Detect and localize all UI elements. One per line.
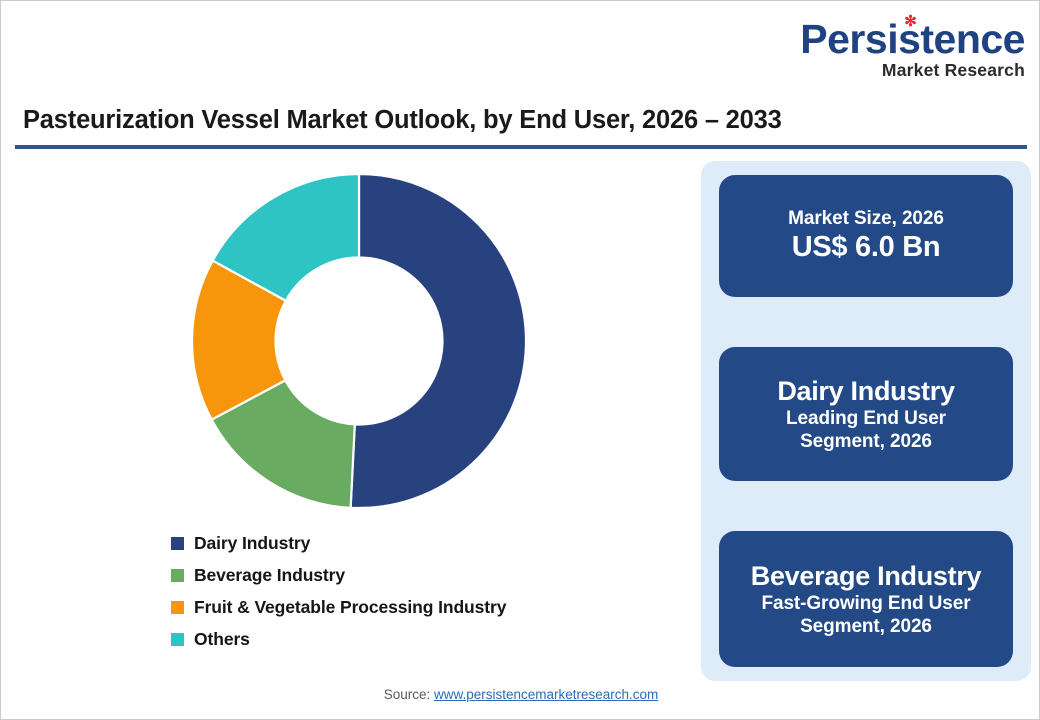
highlight-panel: Market Size, 2026 US$ 6.0 Bn Dairy Indus… [701,161,1031,681]
page-title: Pasteurization Vessel Market Outlook, by… [23,106,782,134]
legend-item: Dairy Industry [171,527,671,559]
legend-item-label: Dairy Industry [194,532,311,553]
leading-segment-card-subtitle-line1: Leading End User [786,408,946,430]
legend-item: Fruit & Vegetable Processing Industry [171,591,671,623]
legend-swatch [171,536,184,550]
donut-slice [349,172,528,510]
logo-brand-label: Persistence [800,16,1025,62]
logo-tagline: Market Research [881,60,1025,80]
fast-growing-segment-card-title: Beverage Industry [750,560,982,591]
leading-segment-card-title: Dairy Industry [777,375,955,406]
donut-chart [179,161,559,521]
legend-item-label: Beverage Industry [194,564,345,585]
logo-brand-text: Persistence ✻ [800,13,1025,62]
source-line: Source: www.persistencemarketresearch.co… [1,687,1039,702]
legend-item: Beverage Industry [171,559,671,591]
chart-legend: Dairy Industry Beverage Industry Fruit & V… [171,527,671,655]
fast-growing-segment-card-subtitle-line2: Segment, 2026 [800,616,932,638]
company-logo: Persistence ✻ Market Research [785,13,1025,80]
star-icon: ✻ [904,13,917,30]
source-prefix: Source: [383,687,434,702]
donut-chart-svg [190,172,528,510]
legend-item-label: Others [194,628,250,649]
source-url-link[interactable]: www.persistencemarketresearch.com [433,687,659,702]
legend-item: Others [171,623,671,655]
leading-segment-card-subtitle-line2: Segment, 2026 [800,431,932,453]
fast-growing-segment-card: Beverage Industry Fast-Growing End User … [719,531,1013,667]
donut-slice-group [190,172,528,510]
fast-growing-segment-card-subtitle-line1: Fast-Growing End User [761,593,971,615]
leading-segment-card: Dairy Industry Leading End User Segment,… [719,347,1013,481]
title-divider [15,145,1027,149]
legend-swatch [171,600,184,614]
market-size-card-value: US$ 6.0 Bn [791,231,941,264]
donut-slice [190,259,288,422]
donut-slice [211,172,361,303]
market-size-card-label: Market Size, 2026 [788,208,944,230]
legend-swatch [171,568,184,582]
legend-item-label: Fruit & Vegetable Processing Industry [194,596,507,617]
market-size-card: Market Size, 2026 US$ 6.0 Bn [719,175,1013,297]
legend-swatch [171,632,184,646]
